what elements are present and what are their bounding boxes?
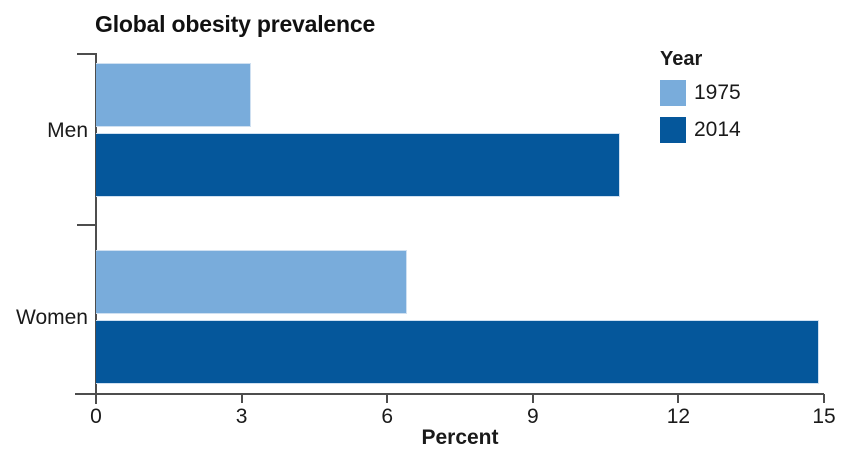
- x-axis-line: [75, 393, 824, 395]
- category-axis-line: [95, 53, 97, 404]
- x-axis-title: Percent: [421, 426, 499, 449]
- x-tick: [823, 394, 825, 403]
- bar-men-2014: [96, 133, 621, 197]
- group-boundary-tick: [77, 53, 96, 55]
- x-tick-label-15: 15: [812, 405, 836, 428]
- bar-men-1975: [96, 63, 252, 127]
- category-label-women: Women: [16, 306, 88, 329]
- x-tick-label-3: 3: [235, 405, 248, 428]
- x-tick: [531, 394, 534, 403]
- x-tick-label-12: 12: [666, 405, 691, 428]
- x-tick: [677, 394, 680, 403]
- bar-women-1975: [96, 250, 407, 314]
- legend-swatch-2014: [660, 117, 686, 143]
- legend-item-2014: 2014: [660, 117, 741, 143]
- plot-area: Men Women 0 3 6 9 12 15: [16, 53, 836, 428]
- category-label-men: Men: [47, 119, 88, 142]
- legend-title: Year: [660, 48, 703, 70]
- x-tick-label-0: 0: [90, 405, 102, 428]
- legend: Year 1975 2014: [660, 48, 741, 154]
- chart-title: Global obesity prevalence: [95, 11, 376, 37]
- x-tick: [386, 394, 389, 403]
- group-boundary-tick: [77, 224, 96, 226]
- x-tick: [240, 394, 243, 403]
- x-tick-label-6: 6: [381, 405, 394, 428]
- legend-label-1975: 1975: [694, 81, 741, 104]
- legend-label-2014: 2014: [694, 118, 741, 141]
- x-tick-label-9: 9: [526, 405, 539, 428]
- legend-item-1975: 1975: [660, 80, 741, 106]
- legend-swatch-1975: [660, 80, 686, 106]
- bar-women-2014: [96, 320, 820, 384]
